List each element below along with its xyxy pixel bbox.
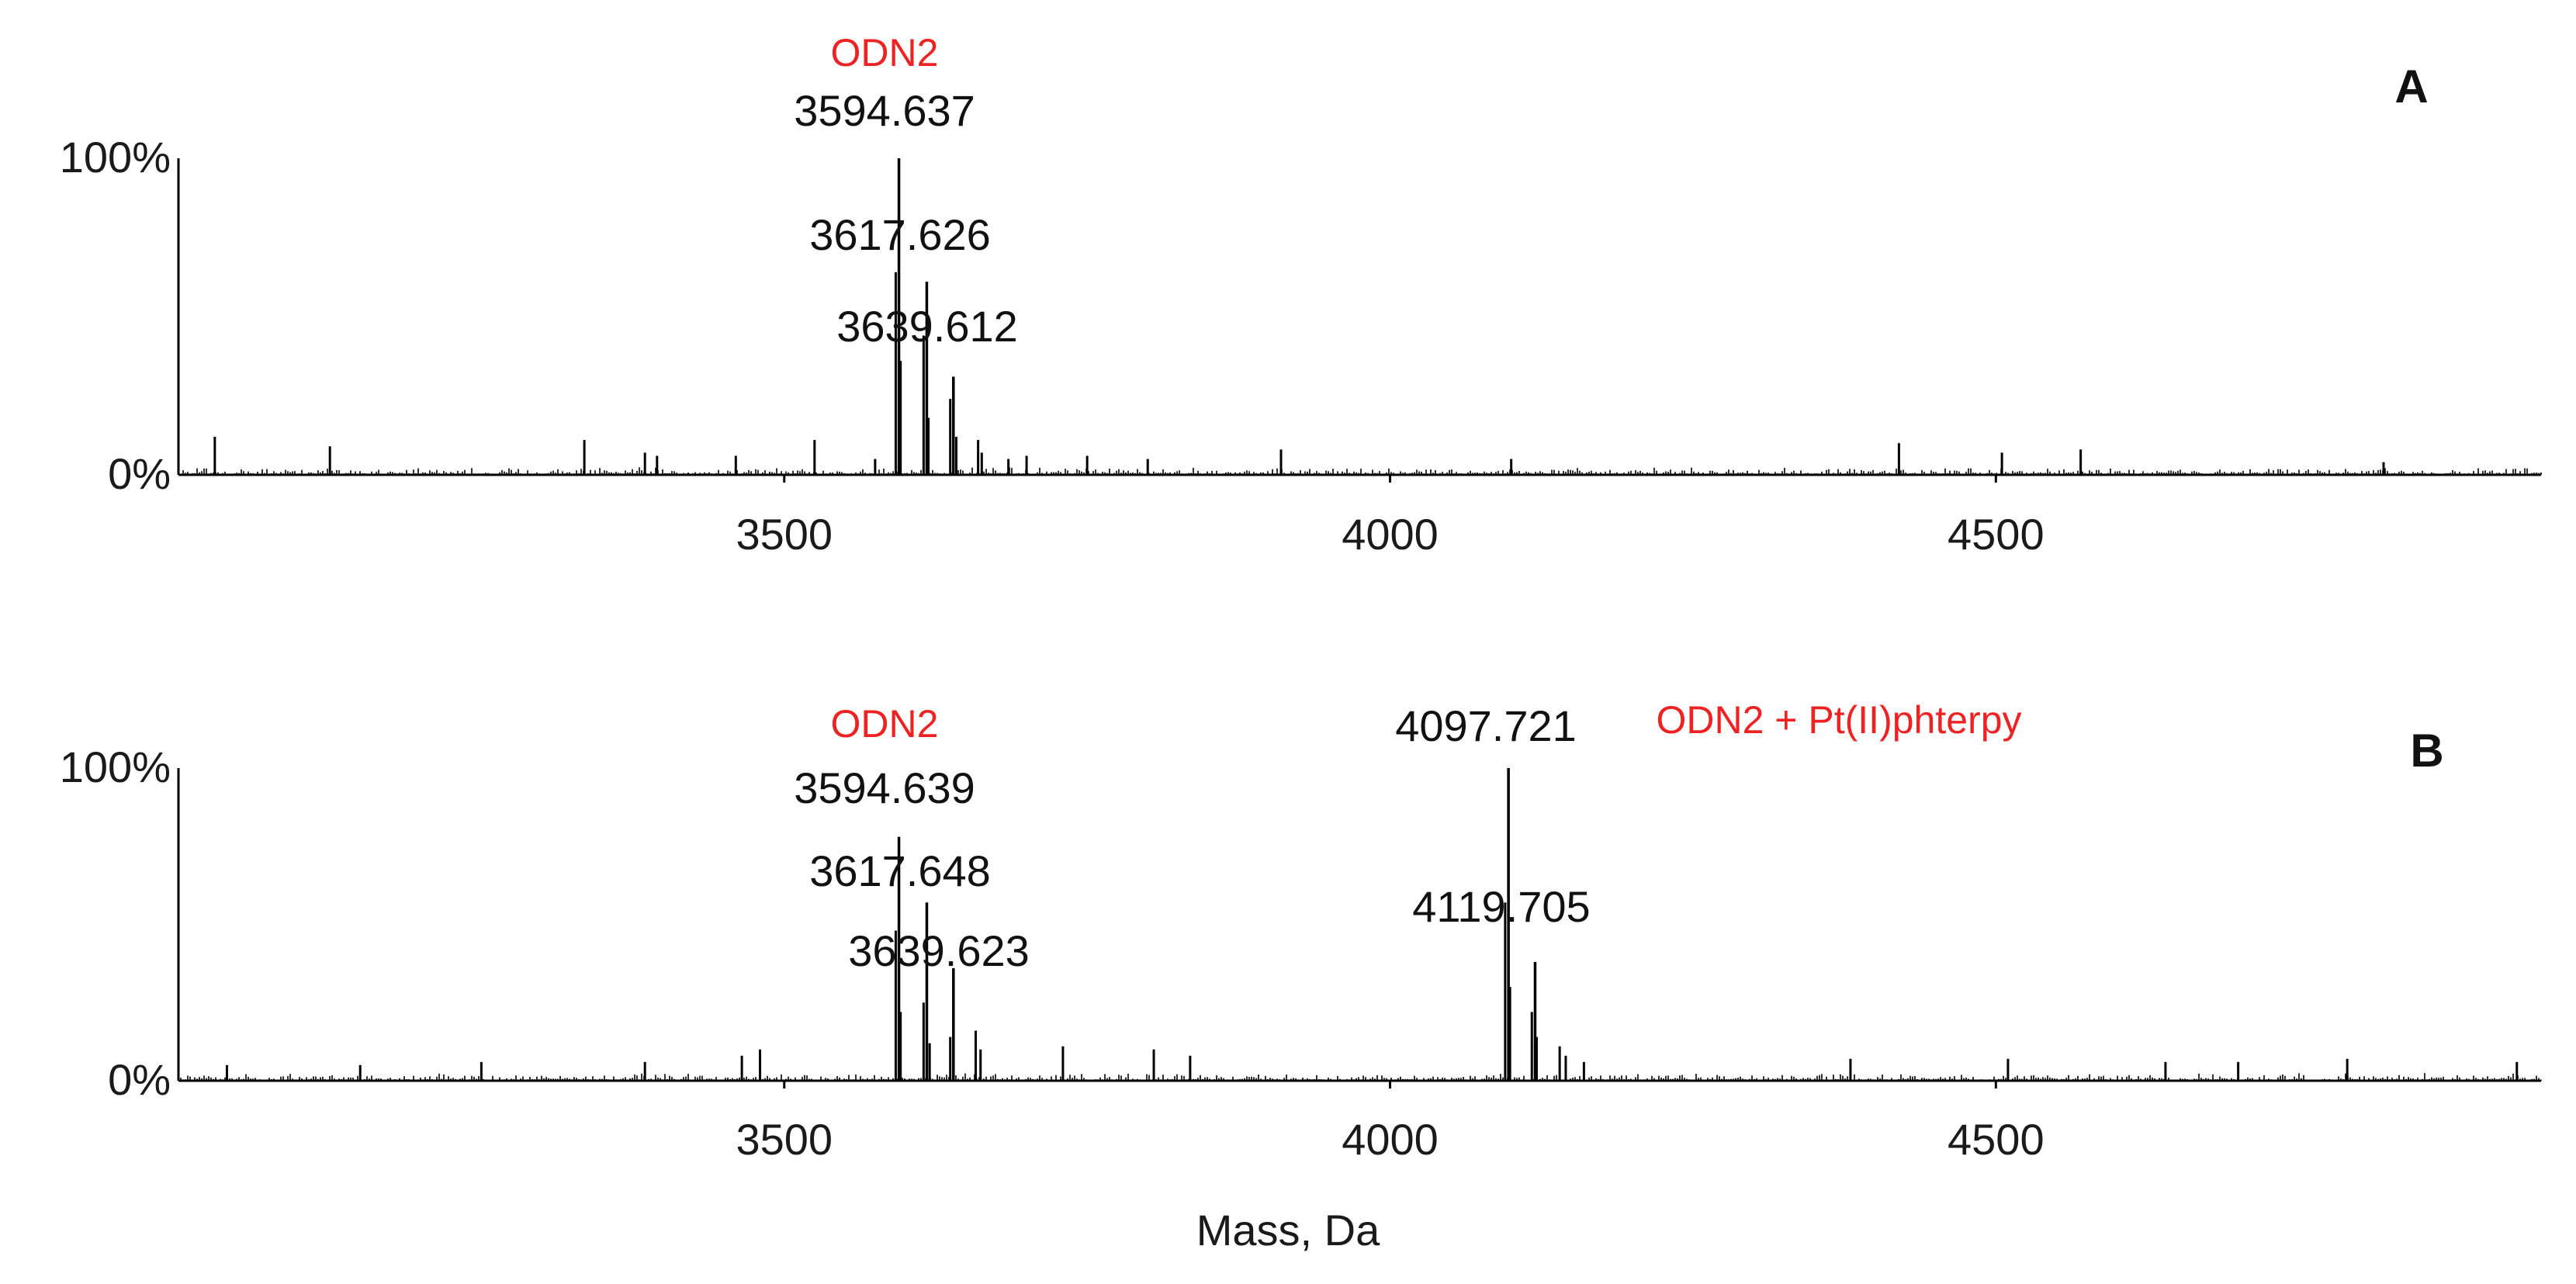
- x-axis-title: Mass, Da: [1196, 1206, 1380, 1255]
- panel-b-x-tick-label-4500: 4500: [1948, 1115, 2045, 1164]
- panel-b-peak-label-0: 3594.639: [794, 763, 975, 812]
- panel-a-peak-label-0: 3594.637: [794, 86, 975, 135]
- panel-b-peak-label-4: 4119.705: [1412, 882, 1590, 931]
- panel-a-x-tick-label-4500: 4500: [1948, 510, 2045, 559]
- panel-b-letter: B: [2410, 725, 2443, 777]
- panel-a-peak-label-2: 3639.612: [836, 302, 1018, 351]
- panel-a-species-label-0: ODN2: [831, 31, 939, 74]
- panel-b-x-tick-label-4000: 4000: [1342, 1115, 1439, 1164]
- panel-b-peak-label-2: 3639.623: [848, 926, 1030, 975]
- panel-b: B: [2410, 725, 2443, 777]
- panel-a-y-tick-label-100: 100%: [60, 133, 171, 182]
- panel-a-letter: A: [2394, 61, 2428, 112]
- panel-a-x-tick-label-4000: 4000: [1342, 510, 1439, 559]
- panel-b-y-tick-label-100: 100%: [60, 742, 171, 791]
- panel-b-peak-label-3: 4097.721: [1395, 701, 1577, 750]
- panel-b-species-label-0: ODN2: [831, 702, 939, 746]
- panel-a-x-tick-label-3500: 3500: [736, 510, 833, 559]
- panel-b-species-label-1: ODN2 + Pt(II)phterpy: [1657, 698, 2022, 742]
- panel-b-x-tick-label-3500: 3500: [736, 1115, 833, 1164]
- panel-a-peak-label-1: 3617.626: [809, 210, 991, 259]
- panel-b-peak-label-1: 3617.648: [809, 846, 991, 895]
- panel-a: A: [2394, 61, 2428, 112]
- panel-a-y-tick-label-0: 0%: [108, 449, 171, 498]
- panel-b-y-tick-label-0: 0%: [108, 1055, 171, 1104]
